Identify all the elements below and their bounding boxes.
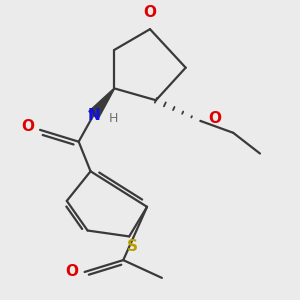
Text: N: N <box>87 107 100 122</box>
Text: O: O <box>21 119 34 134</box>
Polygon shape <box>89 88 115 119</box>
Text: H: H <box>108 112 118 124</box>
Text: O: O <box>208 110 221 125</box>
Text: O: O <box>143 5 157 20</box>
Text: O: O <box>66 265 79 280</box>
Text: S: S <box>127 239 138 254</box>
